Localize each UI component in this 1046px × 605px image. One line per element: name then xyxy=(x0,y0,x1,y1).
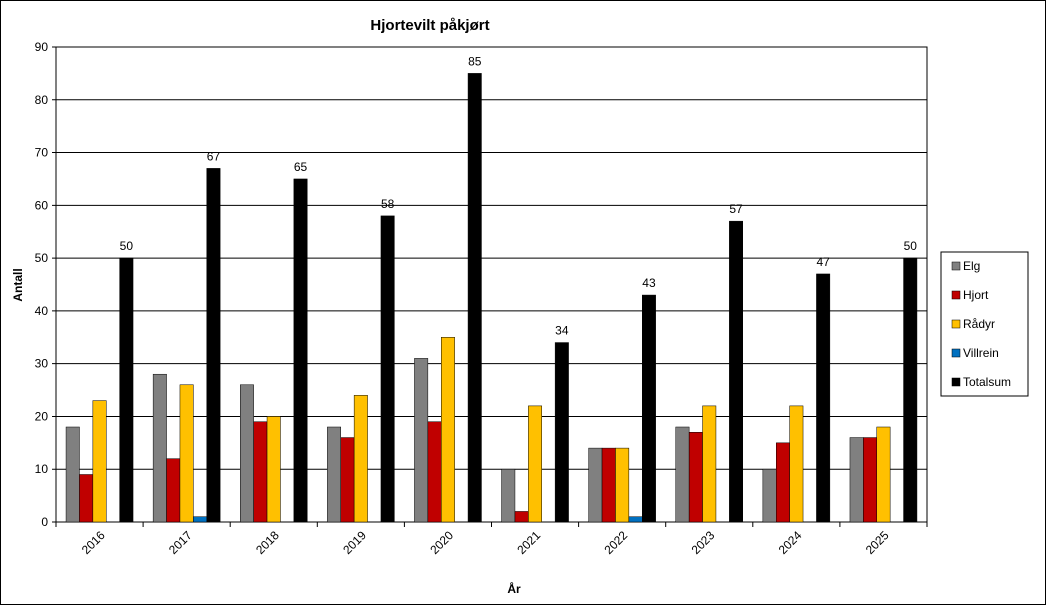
bar xyxy=(266,416,281,523)
bar xyxy=(501,468,516,523)
data-label: 58 xyxy=(381,197,395,211)
y-tick-label: 30 xyxy=(35,357,49,371)
data-label: 50 xyxy=(120,239,134,253)
data-label: 65 xyxy=(294,160,308,174)
bar xyxy=(253,421,268,523)
y-axis-label: Antall xyxy=(11,268,25,301)
y-tick-label: 80 xyxy=(35,93,49,107)
bar xyxy=(380,215,395,523)
bar xyxy=(193,516,208,523)
x-axis-label: År xyxy=(507,581,521,596)
bar xyxy=(601,447,616,523)
data-label: 43 xyxy=(642,276,656,290)
y-tick-label: 70 xyxy=(35,146,49,160)
legend-swatch xyxy=(951,377,961,387)
data-label: 67 xyxy=(207,149,221,163)
legend-label: Totalsum xyxy=(963,375,1011,389)
bar xyxy=(528,405,542,523)
bar xyxy=(615,447,630,523)
data-label: 34 xyxy=(555,324,569,338)
chart-title: Hjortevilt påkjørt xyxy=(370,17,489,34)
bar xyxy=(642,294,656,523)
bar xyxy=(675,426,690,523)
legend-swatch xyxy=(951,319,961,329)
bar xyxy=(628,516,643,523)
bar xyxy=(467,73,482,523)
bar xyxy=(729,220,743,523)
bar xyxy=(340,437,355,523)
bar xyxy=(427,421,442,523)
bar xyxy=(876,426,891,523)
bar xyxy=(119,257,134,523)
data-label: 47 xyxy=(816,255,830,269)
y-tick-label: 50 xyxy=(35,251,49,265)
bar xyxy=(206,168,221,523)
bar xyxy=(240,384,254,523)
bar xyxy=(166,458,181,523)
bar xyxy=(441,337,455,523)
bar xyxy=(65,426,80,523)
bar xyxy=(92,400,107,523)
bar xyxy=(353,395,368,523)
bar xyxy=(79,474,94,523)
y-tick-label: 0 xyxy=(41,515,48,529)
data-label: 57 xyxy=(729,202,743,216)
bar xyxy=(152,373,167,523)
legend-swatch xyxy=(951,290,961,300)
legend-swatch xyxy=(951,348,961,358)
bar xyxy=(554,342,569,523)
legend-swatch xyxy=(951,261,961,271)
legend-label: Elg xyxy=(963,259,980,273)
y-tick-label: 40 xyxy=(35,304,49,318)
bar xyxy=(588,447,603,523)
bar xyxy=(414,358,429,523)
y-tick-label: 90 xyxy=(35,40,49,54)
bar xyxy=(293,178,308,523)
bar xyxy=(863,437,877,523)
bar xyxy=(702,405,717,523)
bar xyxy=(903,257,918,523)
bar xyxy=(849,437,864,523)
bar xyxy=(327,426,342,523)
data-label: 85 xyxy=(468,54,482,68)
data-label: 50 xyxy=(904,239,918,253)
bar xyxy=(179,384,194,523)
legend-label: Villrein xyxy=(963,346,999,360)
bar xyxy=(816,273,831,523)
legend-label: Hjort xyxy=(963,288,989,302)
y-tick-label: 20 xyxy=(35,409,49,423)
y-tick-label: 10 xyxy=(35,462,49,476)
legend-label: Rådyr xyxy=(963,317,995,331)
bar xyxy=(688,432,703,523)
bar xyxy=(762,468,777,523)
bar xyxy=(514,511,529,523)
bar xyxy=(776,442,790,523)
bar xyxy=(789,405,804,523)
y-tick-label: 60 xyxy=(35,198,49,212)
